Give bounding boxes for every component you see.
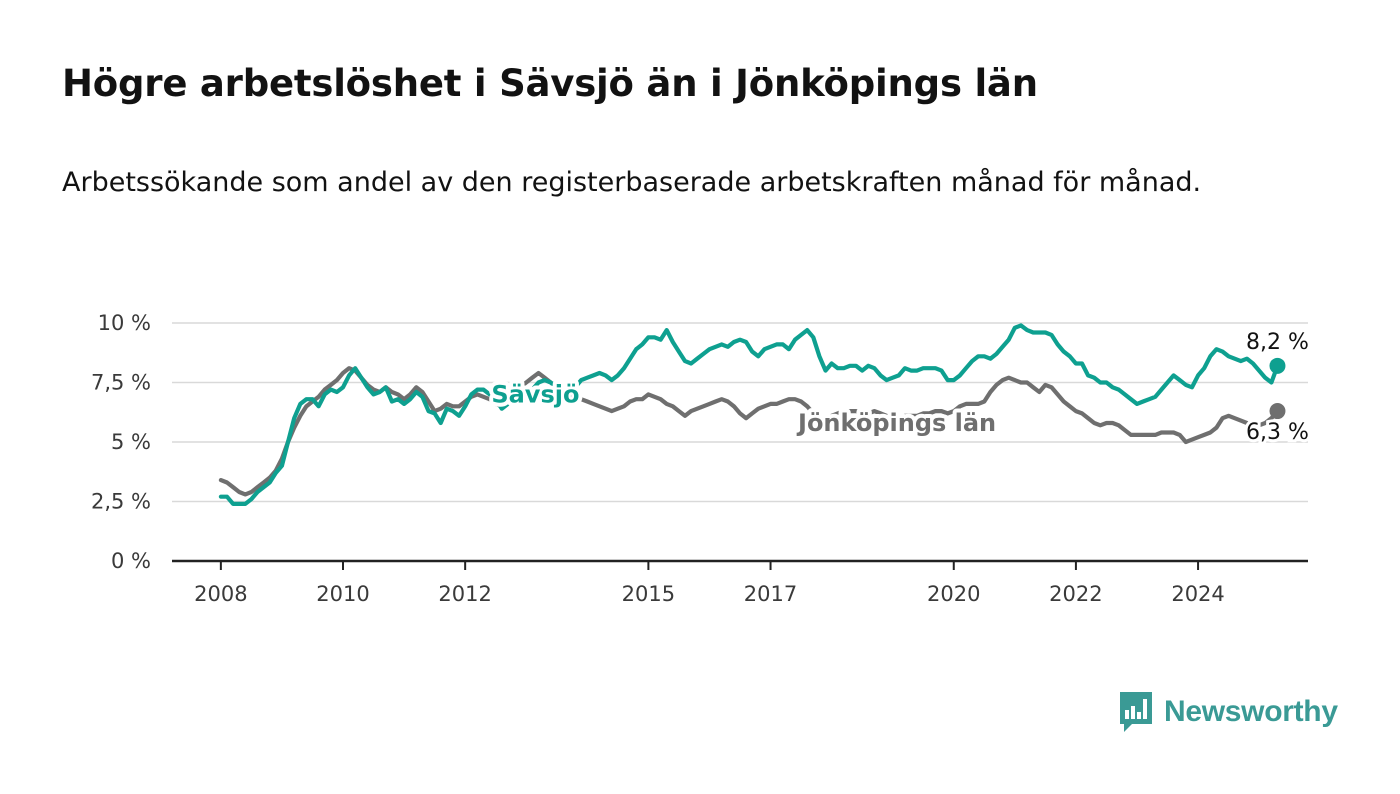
x-tick-label: 2008 xyxy=(194,582,247,606)
x-tick-label: 2020 xyxy=(927,582,980,606)
series-end-point xyxy=(1269,403,1286,420)
x-tick-label: 2024 xyxy=(1171,582,1224,606)
x-tick-label: 2015 xyxy=(622,582,675,606)
series-line-jonkopings-lan xyxy=(218,366,1280,497)
end-value-label: 8,2 % xyxy=(1246,330,1309,355)
x-tick-label: 2022 xyxy=(1049,582,1102,606)
x-tick-label: 2012 xyxy=(438,582,491,606)
y-axis-ticks: 10 % 7,5 % 5 % 2,5 % 0 % xyxy=(91,311,151,573)
gridlines xyxy=(172,322,1308,503)
chart-title: Högre arbetslöshet i Sävsjö än i Jönköpi… xyxy=(62,62,1038,105)
brand-name: Newsworthy xyxy=(1164,695,1338,728)
y-tick-label: 2,5 % xyxy=(91,490,151,514)
series-label: Sävsjö xyxy=(491,380,579,408)
series-label: Jönköpings län xyxy=(796,409,996,437)
newsworthy-logo: Newsworthy xyxy=(1118,690,1338,734)
series-labels: Sävsjö Jönköpings län 8,2 % 6,3 % xyxy=(487,327,1312,448)
y-tick-label: 5 % xyxy=(111,430,151,454)
y-tick-label: 0 % xyxy=(111,549,151,573)
y-tick-label: 7,5 % xyxy=(91,371,151,395)
x-axis-ticks: 2008 2010 2012 2015 2017 2020 2022 2024 xyxy=(172,559,1308,606)
series-end-point xyxy=(1269,357,1286,374)
bar-chart-logo-icon xyxy=(1120,692,1152,732)
x-tick-label: 2017 xyxy=(744,582,797,606)
end-value-label: 6,3 % xyxy=(1246,420,1309,445)
x-tick-label: 2010 xyxy=(316,582,369,606)
series-line-savsjo xyxy=(218,323,1280,506)
series-lines xyxy=(218,323,1286,506)
chart-subtitle: Arbetssökande som andel av den registerb… xyxy=(62,167,1202,198)
y-tick-label: 10 % xyxy=(98,311,151,335)
